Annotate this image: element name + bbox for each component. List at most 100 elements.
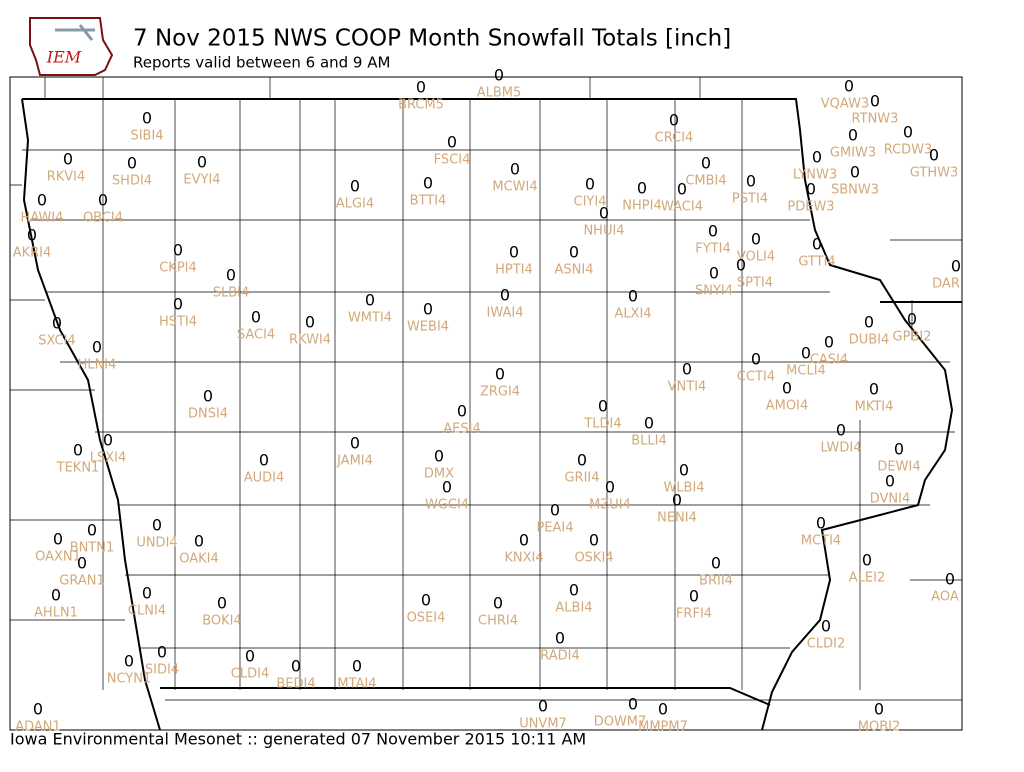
station-value: 0	[365, 291, 375, 310]
station-label: ASNI4	[555, 263, 594, 278]
map-frame	[9, 76, 963, 731]
station-label: VNTI4	[668, 380, 707, 395]
station-label: CHRI4	[478, 614, 518, 629]
station-value: 0	[142, 584, 152, 603]
station-value: 0	[291, 657, 301, 676]
station-label: AOA	[931, 590, 959, 605]
logo-text: IEM	[46, 48, 82, 67]
station-label: MKTI4	[855, 400, 894, 415]
station-value: 0	[53, 530, 63, 549]
station-value: 0	[669, 111, 679, 130]
station-label: PDEW3	[787, 200, 834, 215]
station-label: MZUI4	[589, 498, 631, 513]
station-label: DMX	[424, 467, 454, 482]
station-value: 0	[746, 172, 756, 191]
station-value: 0	[124, 652, 134, 671]
station-label: BEDI4	[276, 677, 315, 692]
station-value: 0	[589, 531, 599, 550]
station-value: 0	[259, 451, 269, 470]
station-label: SIDI4	[145, 663, 179, 678]
footer: Iowa Environmental Mesonet :: generated …	[10, 730, 586, 749]
station-label: FRFI4	[676, 607, 712, 622]
station-label: JAMI4	[336, 454, 373, 469]
station-label: ADAN1	[15, 720, 61, 735]
station-label: EVYI4	[183, 173, 220, 188]
station-label: SACI4	[237, 328, 275, 343]
station-value: 0	[152, 516, 162, 535]
station-value: 0	[569, 243, 579, 262]
station-value: 0	[677, 180, 687, 199]
station-label: OSKI4	[574, 551, 613, 566]
station-label: AMOI4	[766, 399, 808, 414]
station-value: 0	[736, 256, 746, 275]
station-label: AESI4	[443, 422, 480, 437]
station-label: WEBI4	[407, 320, 449, 335]
station-value: 0	[509, 243, 519, 262]
station-value: 0	[157, 643, 167, 662]
station-label: IWAI4	[487, 306, 524, 321]
station-value: 0	[245, 647, 255, 666]
station-value: 0	[864, 313, 874, 332]
station-value: 0	[903, 123, 913, 142]
station-label: GPBI2	[893, 330, 932, 345]
station-label: CMBI4	[685, 174, 726, 189]
station-label: GRII4	[564, 471, 599, 486]
station-value: 0	[442, 478, 452, 497]
station-label: PEAI4	[536, 521, 573, 536]
station-label: GRAN1	[59, 574, 104, 589]
station-value: 0	[538, 697, 548, 716]
station-value: 0	[98, 191, 108, 210]
station-label: OAXN1	[35, 550, 81, 565]
station-label: UNDI4	[136, 536, 177, 551]
station-value: 0	[577, 451, 587, 470]
title: 7 Nov 2015 NWS COOP Month Snowfall Total…	[133, 26, 731, 52]
station-label: SPTI4	[737, 276, 773, 291]
station-label: DAR	[932, 277, 960, 292]
station-value: 0	[658, 700, 668, 719]
station-label: MOBI2	[858, 720, 900, 735]
station-label: ALGI4	[336, 197, 374, 212]
station-value: 0	[870, 92, 880, 111]
station-value: 0	[598, 397, 608, 416]
station-value: 0	[416, 78, 426, 97]
station-value: 0	[816, 514, 826, 533]
station-label: ALBM5	[477, 86, 522, 101]
station-label: GTHW3	[910, 166, 958, 181]
station-label: ALEI2	[849, 571, 885, 586]
station-label: CCTI4	[737, 370, 775, 385]
station-label: HSTI4	[159, 315, 197, 330]
station-value: 0	[27, 226, 37, 245]
station-label: SXCI4	[38, 334, 75, 349]
station-label: BNTN1	[70, 541, 115, 556]
station-value: 0	[519, 531, 529, 550]
station-label: GMIW3	[830, 146, 876, 161]
station-label: LYNW3	[793, 168, 837, 183]
station-label: CASI4	[810, 353, 848, 368]
station-label: ALBI4	[555, 601, 592, 616]
station-value: 0	[599, 204, 609, 223]
station-label: NHUI4	[583, 224, 624, 239]
station-value: 0	[87, 521, 97, 540]
station-label: CRCI4	[655, 131, 694, 146]
subtitle: Reports valid between 6 and 9 AM	[133, 54, 390, 72]
station-value: 0	[77, 554, 87, 573]
station-label: SHDI4	[112, 174, 152, 189]
station-value: 0	[821, 617, 831, 636]
station-label: GTTI4	[798, 255, 835, 270]
station-value: 0	[127, 154, 137, 173]
station-label: ZRGI4	[480, 385, 520, 400]
station-label: BRCM5	[398, 98, 444, 113]
station-value: 0	[844, 77, 854, 96]
station-label: WGCI4	[425, 498, 469, 513]
station-value: 0	[907, 310, 917, 329]
station-label: FYTI4	[695, 242, 730, 257]
station-label: SBNW3	[831, 183, 879, 198]
station-label: DOWM7	[594, 715, 647, 730]
station-value: 0	[423, 300, 433, 319]
station-value: 0	[862, 551, 872, 570]
station-label: DNSI4	[188, 407, 228, 422]
station-value: 0	[457, 402, 467, 421]
station-label: ALXI4	[614, 307, 651, 322]
station-label: PSTI4	[732, 192, 768, 207]
station-value: 0	[711, 554, 721, 573]
